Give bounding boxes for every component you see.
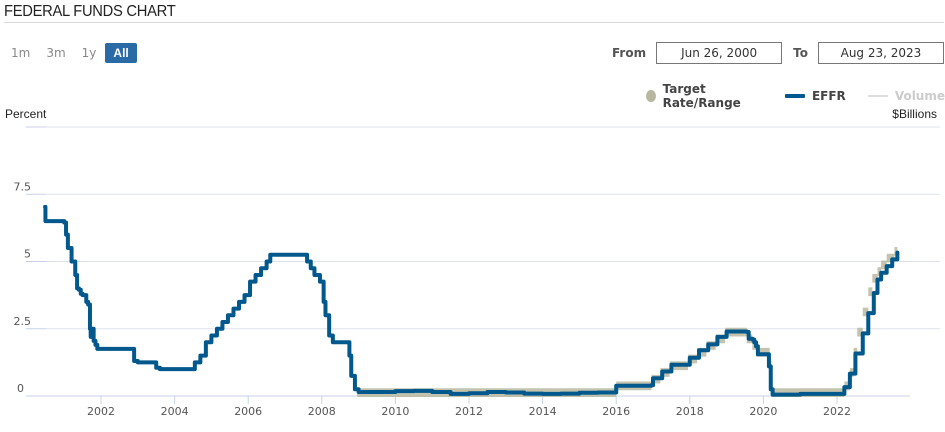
page-title: FEDERAL FUNDS CHART xyxy=(4,3,176,20)
from-date-input[interactable]: Jun 26, 2000 xyxy=(656,42,783,64)
legend-item-volume[interactable]: Volume xyxy=(867,89,945,103)
y-axis-title: Percent xyxy=(5,107,47,121)
legend-item-effr[interactable]: EFFR xyxy=(784,89,846,103)
range-button-1y[interactable]: 1y xyxy=(81,46,97,60)
target-rate-band xyxy=(357,247,898,397)
x-axis: 2002 2004 2006 2008 2010 2012 2014 2016 2018 2020… xyxy=(26,395,910,418)
to-date-input[interactable]: Aug 23, 2023 xyxy=(817,42,944,64)
gridlines xyxy=(26,126,940,330)
y-tick-label: 0 xyxy=(17,382,24,395)
y2-axis-title: $Billions xyxy=(892,107,937,121)
legend-label: Volume xyxy=(894,89,945,103)
legend-label: Target Rate/Range xyxy=(662,82,741,110)
y-axis-ticks: 0 2.5 5 7.5 xyxy=(14,180,32,395)
to-label: To xyxy=(793,46,808,60)
line-marker-icon xyxy=(867,95,888,97)
x-tick-label: 2018 xyxy=(676,405,704,418)
x-tick-label: 2012 xyxy=(455,405,483,418)
x-tick-label: 2014 xyxy=(529,405,557,418)
x-tick-label: 2022 xyxy=(823,405,851,418)
x-tick-label: 2010 xyxy=(381,405,409,418)
line-marker-icon xyxy=(784,94,805,98)
range-button-3m[interactable]: 3m xyxy=(46,46,66,60)
date-range: From Jun 26, 2000 To Aug 23, 2023 xyxy=(612,42,944,64)
x-tick-label: 2020 xyxy=(749,405,777,418)
range-button-all[interactable]: All xyxy=(105,43,137,63)
circle-marker-icon xyxy=(646,90,656,102)
effr-series xyxy=(43,204,900,397)
chart-legend: Target Rate/Range EFFR Volume xyxy=(646,82,945,110)
y-tick-label: 7.5 xyxy=(14,180,32,193)
x-tick-label: 2016 xyxy=(602,405,630,418)
range-selector: 1m 3m 1y All xyxy=(4,43,139,63)
x-tick-label: 2006 xyxy=(234,405,262,418)
y-tick-label: 5 xyxy=(24,248,31,261)
title-divider xyxy=(4,22,944,23)
legend-item-target-rate[interactable]: Target Rate/Range xyxy=(646,82,763,110)
x-tick-label: 2008 xyxy=(308,405,336,418)
legend-label: EFFR xyxy=(811,89,846,103)
range-button-1m[interactable]: 1m xyxy=(11,46,31,60)
from-label: From xyxy=(612,46,647,60)
effr-line xyxy=(43,204,900,397)
x-tick-label: 2002 xyxy=(87,405,115,418)
x-tick-label: 2004 xyxy=(161,405,189,418)
y-tick-label: 2.5 xyxy=(14,315,32,328)
